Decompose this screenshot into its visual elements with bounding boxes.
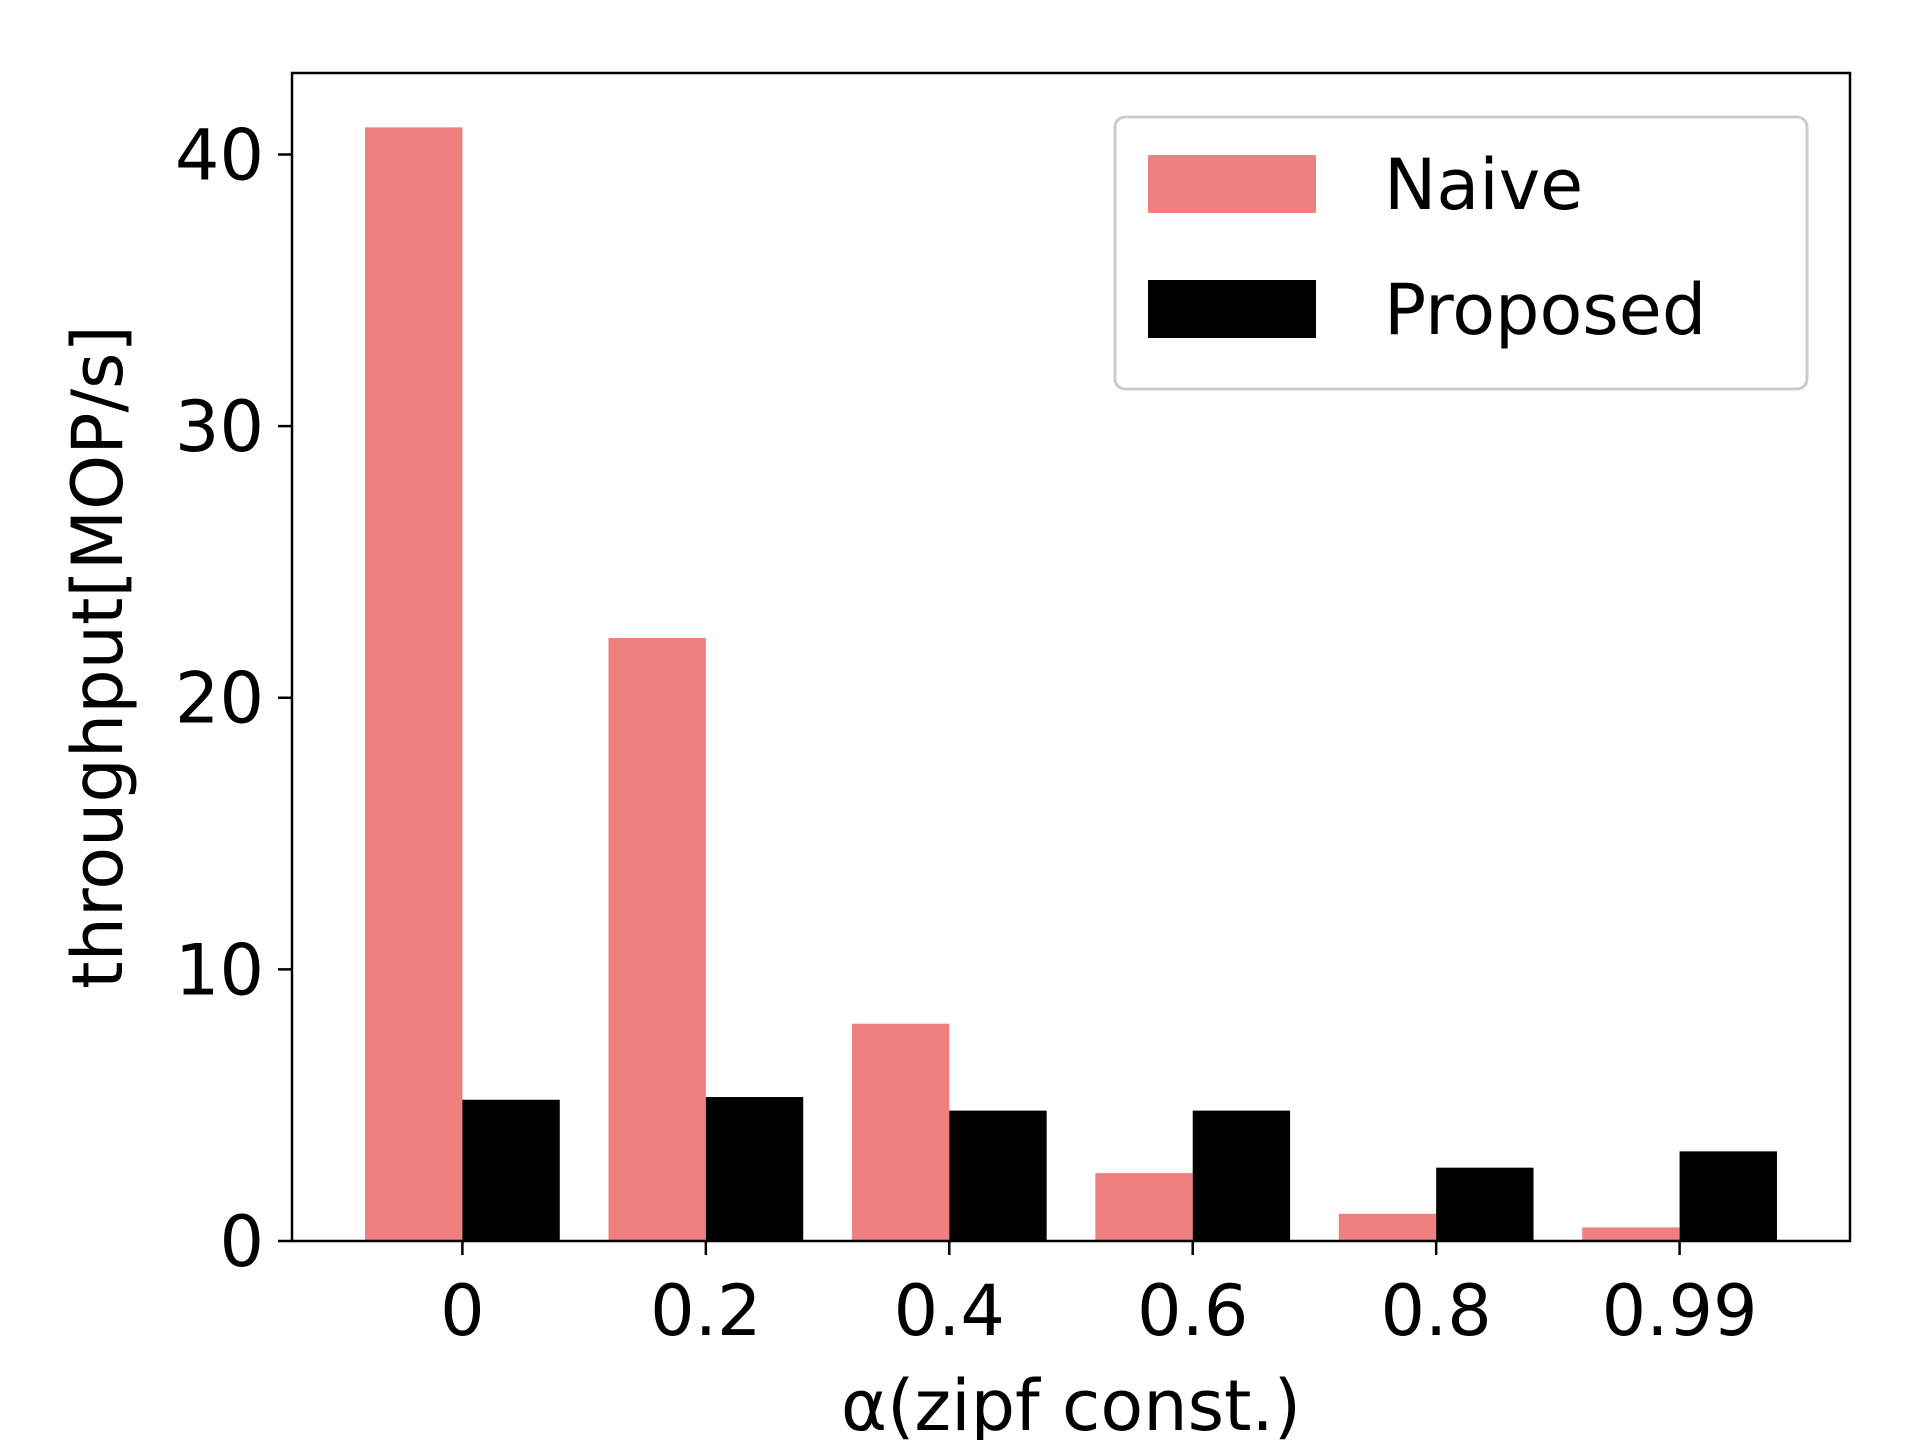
x-axis-label: α(zipf const.) [841,1365,1301,1440]
x-tick-label-3: 0.6 [1137,1270,1248,1352]
y-tick-label-2: 20 [175,658,264,740]
legend-label-proposed: Proposed [1384,269,1706,351]
bar-proposed-1 [705,1097,804,1241]
y-tick-label-0: 0 [219,1201,264,1283]
x-tick-label-2: 0.4 [894,1270,1005,1352]
bar-naive-5 [1582,1227,1680,1241]
bars-group [365,127,1777,1242]
legend: Naive Proposed [1113,115,1809,391]
y-tick-label-1: 10 [175,929,264,1011]
bar-naive-3 [1095,1173,1193,1241]
y-tick-label-3: 30 [175,386,264,468]
x-tick-label-4: 0.8 [1380,1270,1491,1352]
bar-proposed-4 [1436,1167,1534,1241]
bar-proposed-0 [462,1099,560,1241]
plot-frame [290,71,1852,1243]
x-tick-label-5: 0.99 [1602,1270,1758,1352]
bar-proposed-2 [949,1110,1047,1241]
legend-swatch-proposed [1148,280,1316,338]
bar-naive-4 [1338,1213,1437,1241]
x-axis: 0 0.2 0.4 0.6 0.8 0.99 [440,1241,1758,1352]
x-tick-label-1: 0.2 [650,1270,761,1352]
legend-swatch-naive [1148,155,1316,213]
bar-naive-2 [851,1023,950,1241]
y-tick-label-4: 40 [175,114,264,196]
bar-proposed-5 [1679,1151,1777,1241]
legend-label-naive: Naive [1384,144,1583,226]
y-axis: 0 10 20 30 40 [175,114,292,1283]
bar-naive-1 [608,637,706,1241]
bar-naive-0 [365,127,463,1242]
x-tick-label-0: 0 [440,1270,485,1352]
bar-proposed-3 [1192,1110,1291,1241]
y-axis-label: throughput[MOP/s] [57,325,139,989]
